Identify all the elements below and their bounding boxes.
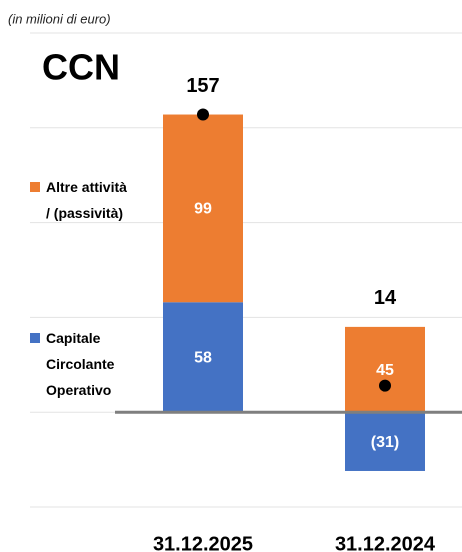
legend-item: Altre attività / (passività) xyxy=(30,174,128,226)
legend-item: Capitale Circolante Operativo xyxy=(30,325,128,403)
legend-label: Altre attività / (passività) xyxy=(46,179,127,221)
bar-segment xyxy=(345,412,425,471)
total-dot xyxy=(379,379,391,392)
bar-segment xyxy=(163,114,243,303)
chart-title: CCN xyxy=(42,47,120,88)
data-label: 99 xyxy=(194,201,212,218)
data-label: (31) xyxy=(371,434,399,451)
total-label: 14 xyxy=(374,287,397,309)
legend-label: Capitale Circolante Operativo xyxy=(46,330,115,398)
total-label: 157 xyxy=(186,75,219,97)
bar-segment xyxy=(345,326,425,413)
x-tick-label: 31.12.2025 xyxy=(153,533,253,552)
total-dot xyxy=(197,108,209,121)
data-label: 45 xyxy=(376,362,394,379)
chart-subtitle: (in milioni di euro) xyxy=(8,11,111,26)
data-label: 58 xyxy=(194,349,212,366)
x-tick-label: 31.12.2024 xyxy=(335,533,436,552)
legend-swatch xyxy=(30,182,40,192)
legend-swatch xyxy=(30,333,40,343)
bar-segment xyxy=(163,302,243,413)
